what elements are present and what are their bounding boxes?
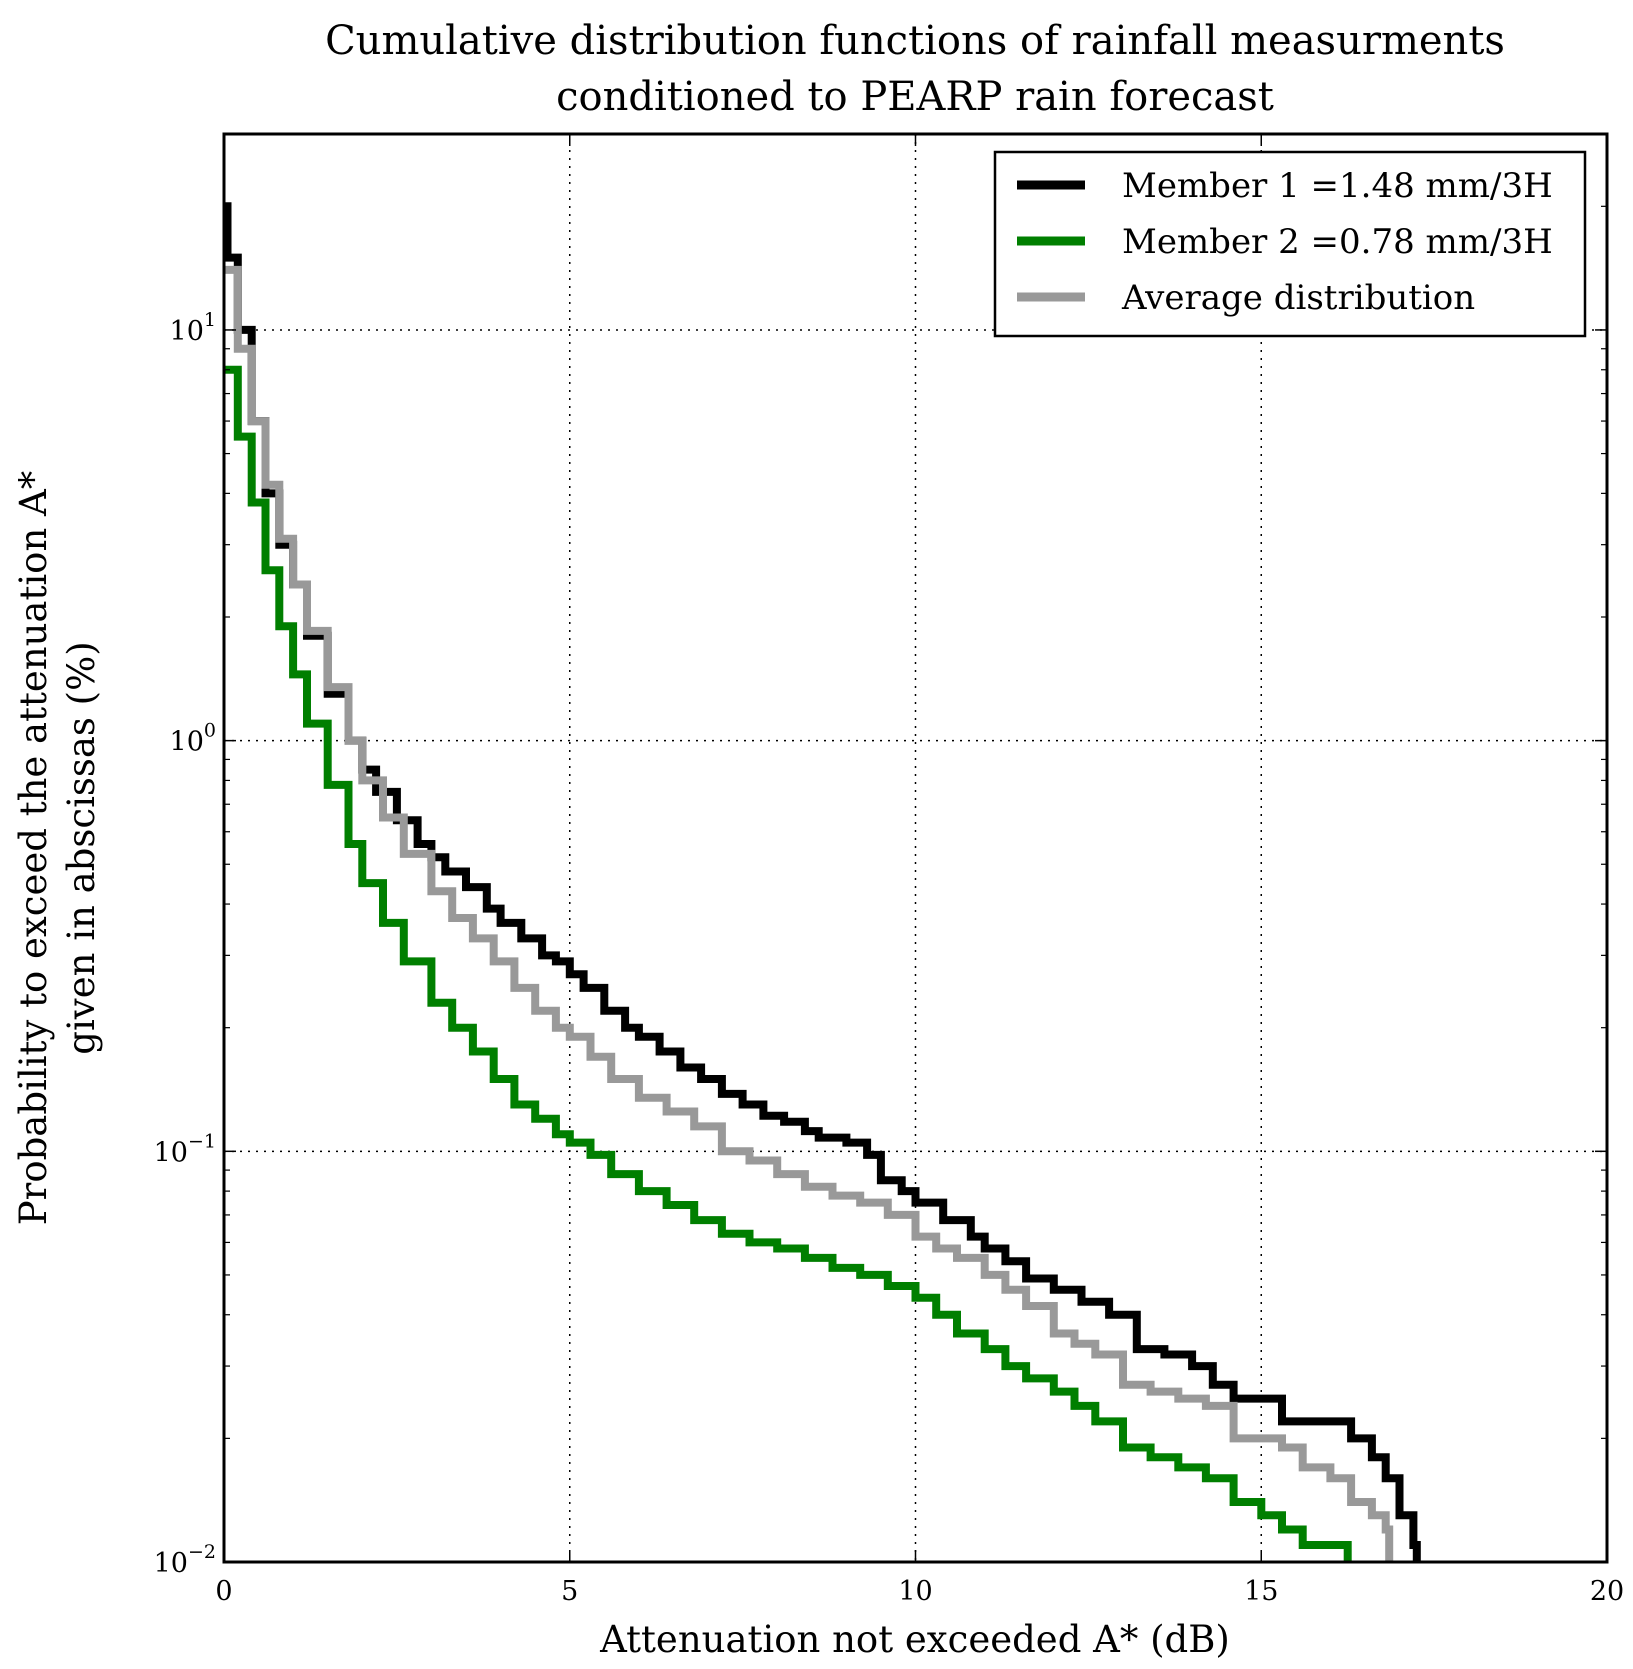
y-axis-label-line-1: Probability to exceed the attenuation A* <box>12 471 55 1226</box>
y-tick-label: 10−2 <box>154 1541 216 1579</box>
y-tick-exponent: −1 <box>188 1130 216 1152</box>
y-tick-exponent: 1 <box>204 309 216 331</box>
chart-title-line-1: Cumulative distribution functions of rai… <box>325 18 1505 64</box>
series-line-3 <box>224 265 1394 1562</box>
legend-label-member-1: Member 1 =1.48 mm/3H <box>1122 166 1553 206</box>
y-tick-exponent: −2 <box>188 1541 216 1563</box>
legend-box <box>993 150 1587 338</box>
legend: Member 1 =1.48 mm/3H Member 2 =0.78 mm/3… <box>993 150 1587 338</box>
ticks <box>223 134 1608 1563</box>
y-axis-label-line-2: given in abscissas (%) <box>60 641 103 1054</box>
x-tick-label: 20 <box>1590 1576 1624 1607</box>
y-tick-base: 10 <box>170 727 204 758</box>
y-tick-base: 10 <box>154 1548 188 1579</box>
x-tick-label: 0 <box>215 1576 232 1607</box>
y-tick-label: 10−1 <box>154 1130 216 1168</box>
y-tick-base: 10 <box>154 1137 188 1168</box>
y-tick-base: 10 <box>170 316 204 347</box>
series-layer <box>224 202 1421 1562</box>
x-tick-label: 5 <box>561 1576 578 1607</box>
series-line-1 <box>224 202 1421 1562</box>
y-tick-label: 100 <box>170 720 216 758</box>
legend-label-average: Average distribution <box>1121 278 1475 318</box>
x-tick-label: 10 <box>898 1576 932 1607</box>
y-tick-label: 101 <box>170 309 216 347</box>
y-tick-exponent: 0 <box>204 720 216 742</box>
chart-title-line-2: conditioned to PEARP rain forecast <box>556 74 1274 120</box>
x-axis-label: Attenuation not exceeded A* (dB) <box>599 1618 1230 1661</box>
x-tick-label: 15 <box>1244 1576 1278 1607</box>
series-line-2 <box>224 365 1352 1562</box>
legend-label-member-2: Member 2 =0.78 mm/3H <box>1122 222 1553 262</box>
